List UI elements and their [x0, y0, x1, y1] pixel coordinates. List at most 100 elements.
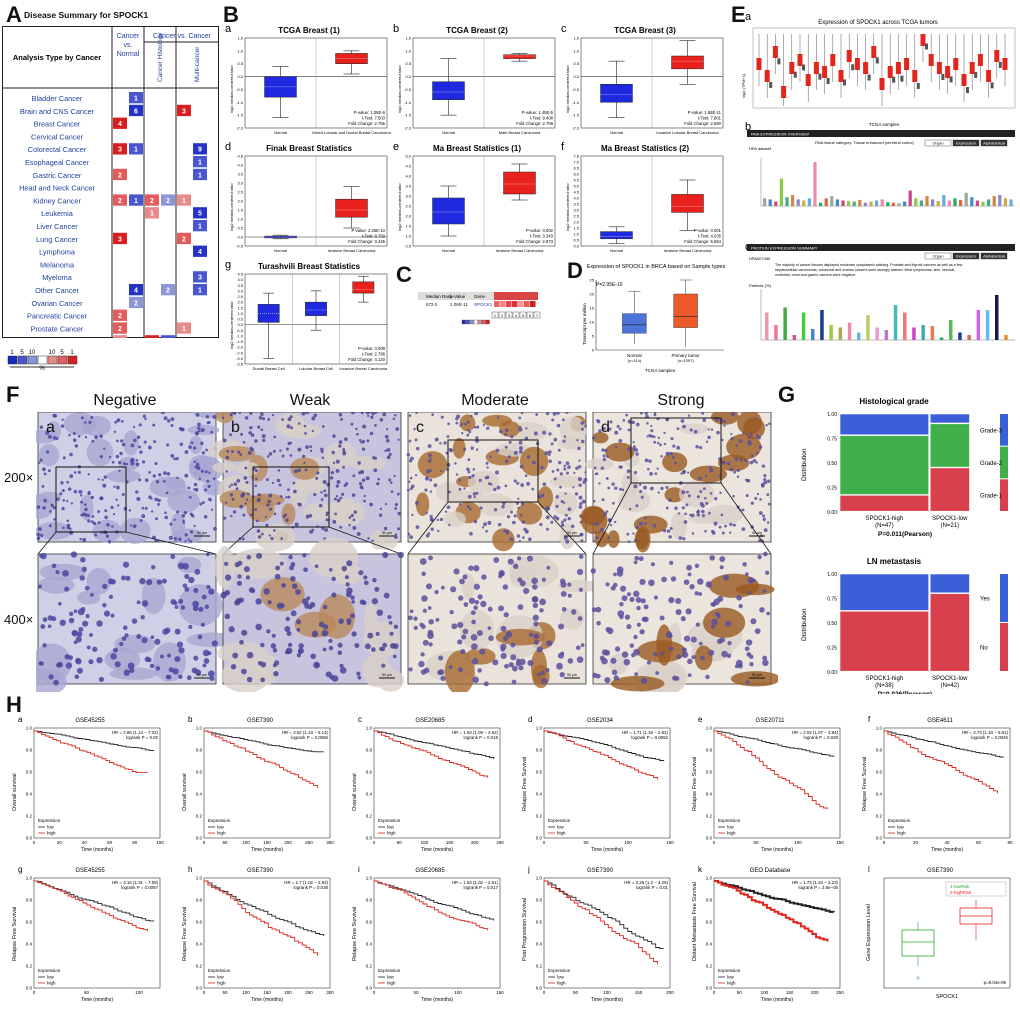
box	[335, 53, 368, 64]
hpa-rna-bar	[841, 200, 845, 206]
km-y-tick: 0.4	[536, 942, 543, 947]
nucleus	[372, 456, 376, 460]
nucleus	[75, 636, 82, 643]
nucleus	[36, 505, 41, 509]
nucleus	[701, 509, 705, 514]
y-tick: 1.5	[237, 36, 243, 41]
legend-swatch	[67, 355, 78, 365]
nucleus	[174, 628, 181, 635]
nucleus	[392, 417, 396, 421]
nucleus	[470, 446, 474, 450]
legend-level: No	[980, 646, 988, 652]
nucleus	[763, 480, 768, 485]
nucleus	[463, 422, 467, 426]
nucleus	[631, 420, 635, 425]
analysis-type-header: Analysis Type by Cancer	[13, 53, 101, 62]
nucleus	[333, 497, 337, 501]
nucleus	[178, 537, 182, 542]
hpa-tab-label: Alphabetical	[983, 141, 1005, 146]
legend-swatch	[481, 319, 486, 325]
nucleus	[735, 444, 739, 447]
tcga-box	[945, 66, 951, 78]
nucleus	[280, 537, 283, 540]
nucleus	[369, 502, 374, 507]
tcga-box	[904, 58, 910, 70]
nucleus	[104, 509, 108, 513]
nucleus	[243, 476, 248, 480]
nucleus	[281, 454, 285, 458]
nucleus	[67, 487, 72, 491]
group-label: Normal	[610, 248, 623, 253]
nucleus	[633, 484, 638, 489]
nucleus	[709, 492, 713, 495]
y-tick: 0.5	[573, 61, 579, 66]
hpa-rna-bar	[897, 203, 901, 206]
nucleus	[167, 419, 171, 423]
legend-num: 1	[70, 350, 74, 356]
inset-box	[630, 417, 722, 484]
legend-swatch	[465, 319, 470, 325]
nucleus	[230, 663, 237, 670]
nucleus	[305, 514, 310, 519]
nucleus	[580, 539, 584, 543]
nucleus	[659, 443, 662, 447]
nucleus	[517, 556, 522, 561]
nucleus	[662, 528, 667, 533]
nucleus	[199, 502, 203, 506]
nucleus	[60, 424, 65, 428]
nucleus	[483, 522, 487, 527]
nucleus	[467, 458, 471, 461]
km-x-tick: 150	[786, 990, 794, 995]
nucleus	[203, 514, 208, 519]
nucleus	[278, 483, 282, 487]
nucleus	[607, 486, 611, 490]
nucleus	[583, 477, 588, 482]
nucleus	[194, 487, 199, 492]
nucleus	[287, 417, 292, 422]
ihc-image-c-200x: c50 μm	[406, 412, 588, 555]
nucleus	[636, 622, 641, 627]
nucleus	[700, 655, 705, 661]
oncomine-cell	[161, 284, 175, 296]
nucleus	[336, 498, 341, 503]
nucleus	[254, 439, 258, 443]
nucleus	[43, 472, 47, 476]
nucleus	[701, 412, 705, 415]
y-tick: -1.0	[236, 100, 244, 105]
stat-line: Fold Change: 5.554	[684, 239, 721, 244]
nucleus	[646, 467, 650, 471]
tissue-blob	[236, 461, 260, 477]
nucleus	[440, 415, 444, 419]
tissue-blob	[215, 412, 234, 424]
nucleus	[504, 432, 508, 436]
nucleus	[608, 427, 612, 431]
km-title: GSE20685	[415, 868, 445, 874]
nucleus	[255, 598, 262, 605]
km-x-tick: 0	[543, 990, 546, 995]
km-legend-title: Expression	[38, 968, 61, 973]
y-tick: 15	[590, 306, 595, 311]
nucleus	[546, 507, 550, 511]
nucleus	[82, 512, 87, 517]
nucleus	[723, 424, 726, 427]
nucleus	[532, 614, 539, 621]
nucleus	[103, 610, 111, 617]
nucleus	[629, 643, 635, 648]
nucleus	[419, 558, 427, 565]
nucleus	[365, 476, 370, 481]
y-tick: 1.0	[573, 48, 579, 53]
nucleus	[409, 456, 414, 461]
km-y-tick: 0.6	[366, 770, 373, 775]
stat-line: P-value: 0.008	[358, 346, 386, 351]
nucleus	[204, 488, 208, 492]
y-tick: 0.0	[237, 235, 243, 240]
y-tick: 2.0	[237, 300, 243, 305]
box	[600, 231, 633, 240]
nucleus	[510, 435, 514, 439]
nucleus	[254, 469, 259, 473]
nucleus	[559, 472, 563, 476]
nucleus	[761, 482, 765, 487]
oncomine-cell-value: 2	[182, 236, 186, 243]
nucleus	[512, 563, 519, 570]
legend-num: 10	[49, 350, 56, 356]
